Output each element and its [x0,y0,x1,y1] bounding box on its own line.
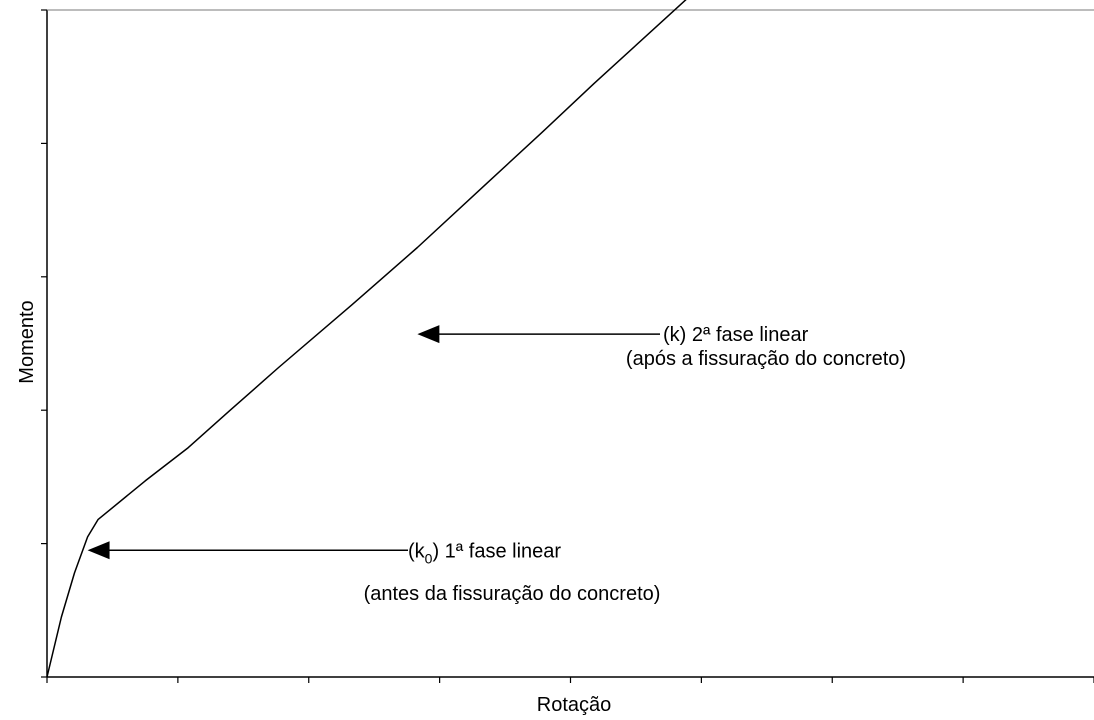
annotation-k0-arrow-head [87,541,110,560]
y-axis-label: Momento [16,300,38,383]
annotation-k-sublabel: (após a fissuração do concreto) [626,348,906,370]
annotation-k0-label: (k0) 1ª fase linear [408,540,561,566]
series-line-1 [46,0,687,678]
annotation-k-arrow-head [417,325,440,344]
axes [46,9,1094,678]
annotation-k-label: (k) 2ª fase linear [663,324,809,346]
annotations: (k0) 1ª fase linear (antes da fissuração … [87,324,906,605]
series-group [46,0,687,678]
x-axis-label: Rotação [537,694,612,716]
annotation-k0-sublabel: (antes da fissuração do concreto) [364,583,661,605]
axis-ticks [41,9,1094,683]
